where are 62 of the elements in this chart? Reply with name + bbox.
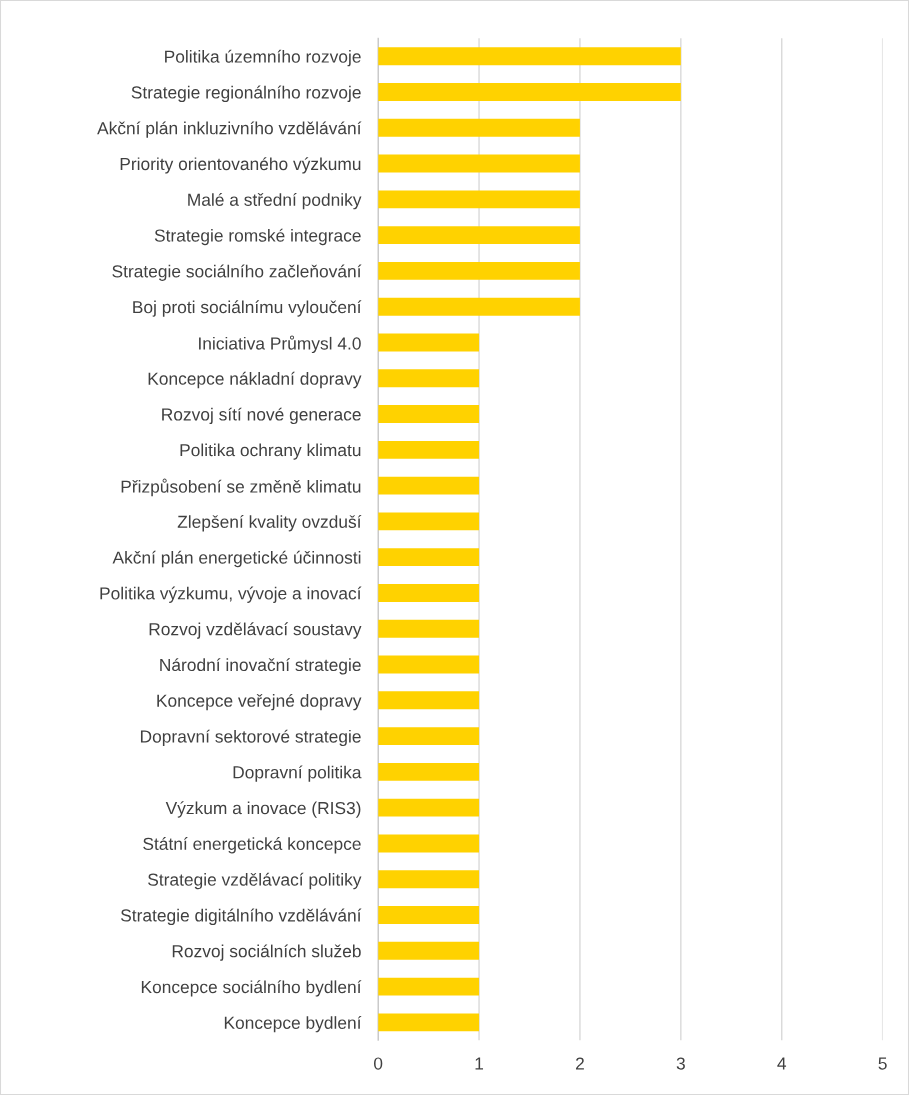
bar	[378, 47, 681, 66]
y-tick-label: Rozvoj sítí nové generace	[162, 407, 361, 425]
bar	[378, 584, 480, 602]
bar	[378, 333, 480, 352]
bar	[378, 619, 480, 638]
y-tick-label: Přizpůsobení se změně klimatu	[121, 478, 361, 497]
bar	[378, 1013, 480, 1032]
y-tick-label: Koncepce bydlení	[224, 1015, 362, 1033]
bar	[378, 297, 580, 316]
bar	[378, 369, 480, 388]
y-tick-label: Dopravní sektorové strategie	[140, 729, 361, 747]
x-tick-label: 3	[676, 1057, 685, 1070]
bar	[378, 977, 480, 996]
bar	[378, 870, 480, 889]
y-tick-label: Národní inovační strategie	[160, 658, 361, 675]
y-tick-label: Boj proti sociálnímu vyloučení	[133, 300, 362, 317]
bar	[378, 405, 480, 423]
bar	[378, 154, 580, 173]
y-tick-label: Výzkum a inovace (RIS3)	[165, 801, 361, 818]
y-tick-label: Politika výzkumu, vývoje a inovací	[100, 586, 362, 603]
bar	[378, 190, 580, 209]
x-tick-label: 2	[575, 1057, 584, 1070]
y-tick-label: Státní energetická koncepce	[143, 837, 361, 854]
y-tick-label: Rozvoj sociálních služeb	[172, 944, 361, 961]
y-tick-label: Iniciativa Průmysl 4.0	[199, 335, 361, 354]
bar	[378, 261, 580, 280]
x-tick-label: 0	[373, 1057, 383, 1070]
x-tick-label: 1	[475, 1057, 484, 1070]
bar	[378, 691, 480, 710]
bar	[378, 548, 480, 567]
bar	[378, 655, 480, 674]
y-tick-label: Strategie romské integrace	[154, 228, 361, 246]
y-tick-label: Malé a střední podniky	[188, 192, 362, 210]
y-tick-label: Strategie regionálního rozvoje	[131, 85, 361, 102]
bar	[378, 906, 480, 924]
y-tick-label: Koncepce sociálního bydlení	[141, 980, 362, 997]
x-tick-label: 4	[777, 1057, 787, 1070]
y-tick-label: Strategie sociálního začleňování	[112, 264, 362, 281]
y-tick-label: Akční plán energetické účinnosti	[112, 550, 361, 568]
y-tick-label: Rozvoj vzdělávací soustavy	[149, 622, 362, 639]
bar	[378, 762, 480, 781]
y-tick-label: Strategie vzdělávací politiky	[148, 872, 362, 890]
y-tick-label: Politika ochrany klimatu	[180, 443, 361, 460]
y-tick-label: Strategie digitálního vzdělávání	[121, 908, 362, 925]
bar	[378, 798, 480, 817]
bar	[378, 226, 580, 245]
bar	[378, 118, 580, 137]
y-tick-label: Priority orientovaného výzkumu	[120, 157, 361, 174]
bar	[378, 834, 480, 853]
bar	[378, 512, 480, 531]
bar	[378, 83, 681, 101]
y-tick-label: Koncepce nákladní dopravy	[148, 371, 362, 389]
y-tick-label: Zlepšení kvality ovzduší	[177, 515, 362, 532]
bar	[378, 440, 480, 459]
bar	[378, 476, 480, 495]
y-tick-label: Politika územního rozvoje	[165, 49, 361, 67]
bar	[378, 727, 480, 746]
x-tick-label: 5	[878, 1057, 887, 1070]
y-tick-label: Dopravní politika	[233, 765, 362, 782]
y-tick-label: Koncepce veřejné dopravy	[157, 693, 362, 711]
bar	[378, 941, 480, 960]
y-tick-label: Akční plán inkluzivního vzdělávání	[97, 121, 362, 138]
